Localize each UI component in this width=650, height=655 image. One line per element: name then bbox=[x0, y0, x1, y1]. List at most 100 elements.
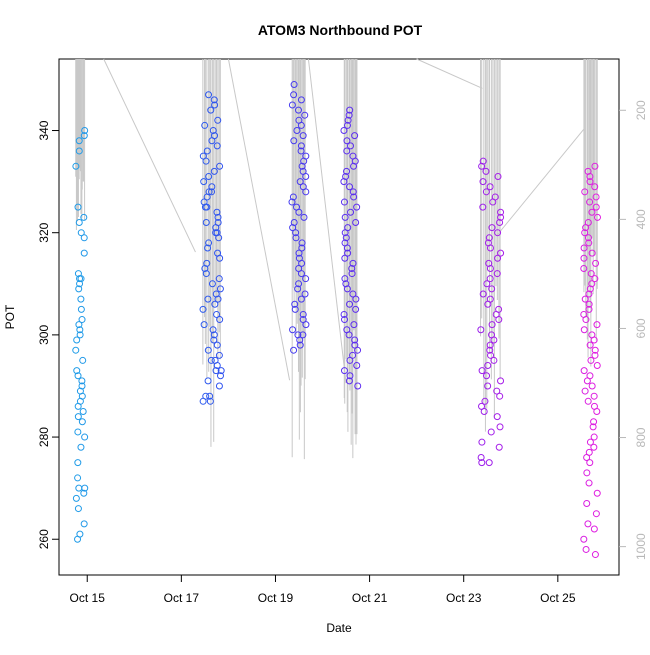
data-point bbox=[214, 213, 222, 221]
data-point bbox=[295, 106, 302, 114]
data-point bbox=[75, 137, 83, 145]
data-point bbox=[212, 367, 220, 375]
data-point bbox=[207, 106, 215, 114]
data-point bbox=[586, 198, 594, 206]
data-point bbox=[75, 147, 83, 155]
data-point bbox=[297, 147, 305, 155]
data-point bbox=[344, 116, 352, 124]
data-point bbox=[78, 382, 86, 390]
plot-frame bbox=[58, 58, 620, 576]
data-point bbox=[486, 346, 494, 354]
data-point bbox=[591, 351, 599, 359]
data-point bbox=[580, 326, 588, 334]
data-point bbox=[76, 280, 84, 288]
data-point bbox=[291, 300, 299, 308]
data-point bbox=[295, 280, 303, 288]
data-point bbox=[354, 382, 362, 390]
data-point bbox=[300, 213, 308, 221]
data-point bbox=[291, 305, 299, 313]
data-point bbox=[586, 438, 594, 446]
x-tick-label: Oct 25 bbox=[540, 591, 576, 605]
data-point bbox=[348, 264, 356, 272]
data-point bbox=[73, 336, 81, 344]
data-point bbox=[208, 280, 216, 288]
y-axis: 260 280 300 320 340 bbox=[37, 120, 59, 549]
x-axis: Oct 15 Oct 17 Oct 19 Oct 21 Oct 23 Oct 25 bbox=[70, 574, 576, 605]
data-point bbox=[493, 413, 501, 421]
data-point bbox=[74, 459, 82, 467]
data-point bbox=[353, 203, 361, 211]
data-point bbox=[584, 167, 592, 175]
x-axis-label: Date bbox=[326, 621, 352, 635]
data-point bbox=[497, 208, 505, 216]
data-point bbox=[497, 213, 505, 221]
data-point bbox=[203, 147, 211, 155]
data-point bbox=[346, 300, 354, 308]
data-point bbox=[584, 397, 592, 405]
data-point bbox=[340, 367, 348, 375]
data-point bbox=[346, 183, 354, 191]
data-point bbox=[204, 377, 212, 385]
data-point bbox=[580, 244, 588, 252]
data-point bbox=[76, 530, 84, 538]
data-point bbox=[487, 428, 495, 436]
data-point bbox=[486, 183, 494, 191]
data-point bbox=[478, 459, 486, 467]
data-point bbox=[592, 510, 600, 518]
y-tick-label: 280 bbox=[37, 427, 51, 447]
data-point bbox=[209, 127, 217, 135]
data-point bbox=[205, 173, 213, 180]
data-point bbox=[209, 326, 217, 334]
data-point bbox=[347, 142, 354, 150]
data-point bbox=[216, 316, 224, 324]
data-point bbox=[581, 229, 589, 237]
data-point bbox=[299, 310, 307, 318]
data-point bbox=[204, 244, 212, 252]
data-point bbox=[590, 525, 598, 533]
data-point bbox=[76, 331, 84, 339]
data-point bbox=[493, 387, 501, 395]
data-point bbox=[479, 290, 487, 298]
data-point bbox=[200, 198, 208, 206]
data-point bbox=[216, 285, 224, 293]
data-point bbox=[301, 290, 309, 298]
data-point bbox=[79, 408, 87, 416]
grey-trace-layer bbox=[75, 58, 598, 460]
data-point bbox=[484, 382, 492, 390]
data-point bbox=[580, 264, 588, 272]
data-point bbox=[78, 316, 86, 324]
data-point bbox=[288, 101, 296, 109]
grey-connector-line bbox=[227, 58, 291, 381]
data-point bbox=[74, 270, 82, 278]
data-point bbox=[295, 254, 303, 262]
right-y-axis: 200 400 600 800 1000 bbox=[619, 100, 648, 560]
data-point bbox=[202, 392, 210, 400]
data-point bbox=[593, 321, 601, 329]
data-point bbox=[78, 377, 86, 385]
data-point bbox=[585, 300, 593, 308]
data-point bbox=[290, 346, 298, 354]
data-point bbox=[214, 218, 222, 226]
data-point bbox=[497, 249, 505, 257]
data-point bbox=[479, 203, 487, 211]
data-point bbox=[581, 188, 589, 196]
data-point bbox=[74, 428, 82, 436]
right-y-tick-label: 600 bbox=[634, 318, 648, 338]
right-y-tick-label: 1000 bbox=[634, 533, 648, 560]
data-point bbox=[217, 367, 225, 375]
data-point bbox=[352, 295, 360, 303]
grey-connector-line bbox=[496, 129, 585, 237]
data-point bbox=[288, 198, 296, 206]
data-point bbox=[490, 356, 498, 364]
data-point bbox=[482, 167, 490, 175]
data-point bbox=[299, 183, 307, 191]
data-point bbox=[341, 213, 349, 221]
data-point bbox=[73, 367, 81, 375]
y-tick-label: 300 bbox=[37, 325, 51, 345]
data-point bbox=[592, 203, 600, 211]
data-point bbox=[292, 234, 300, 242]
data-point bbox=[78, 418, 86, 426]
x-tick-label: Oct 19 bbox=[258, 591, 294, 605]
data-point bbox=[585, 239, 593, 247]
data-point bbox=[296, 178, 304, 186]
